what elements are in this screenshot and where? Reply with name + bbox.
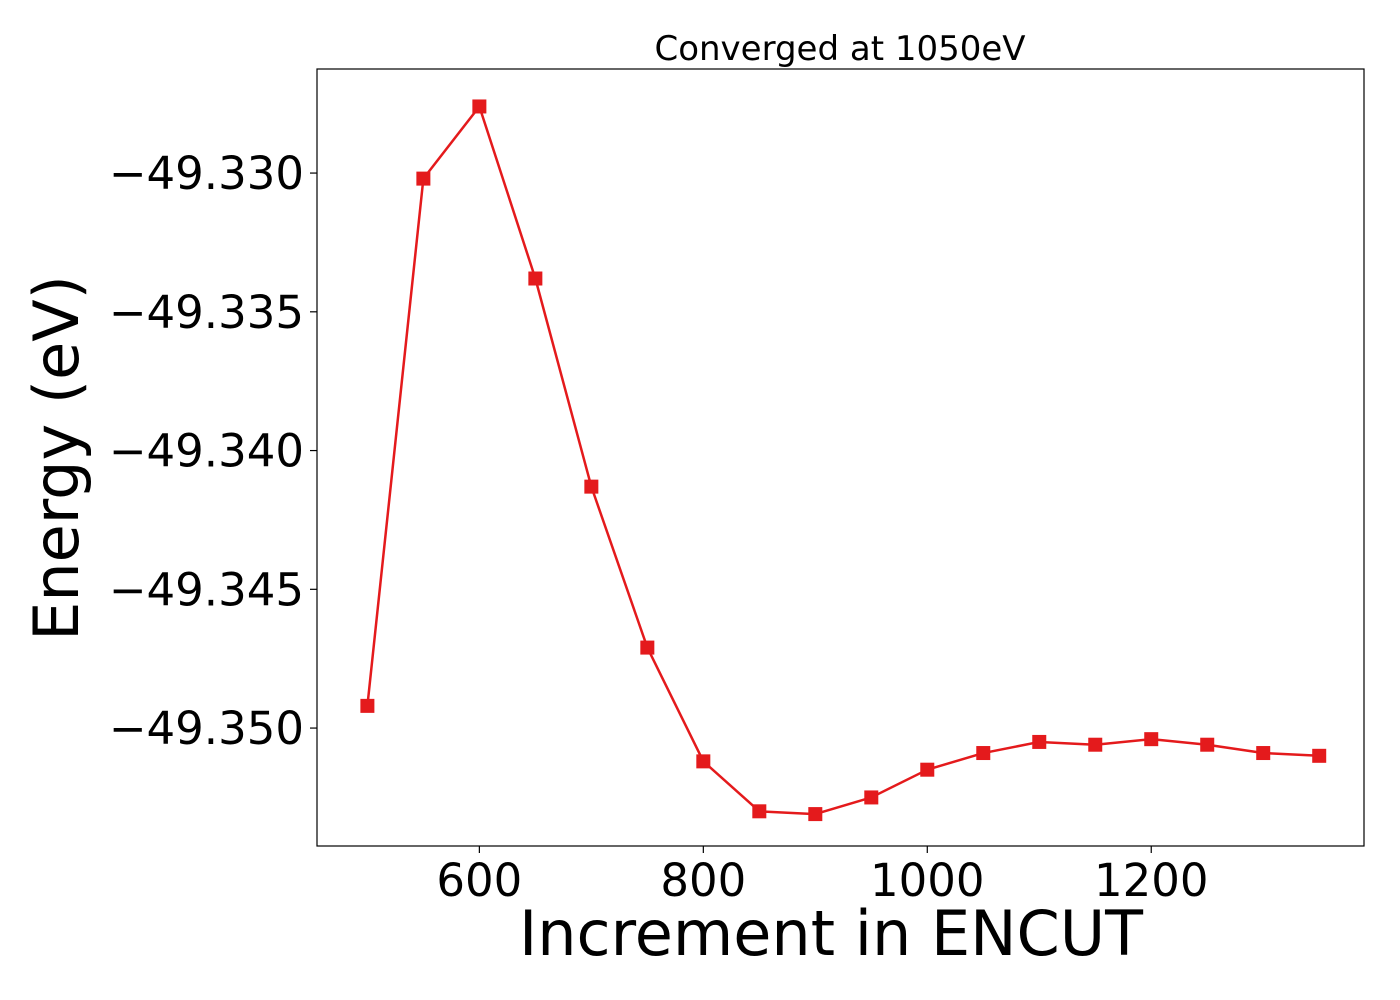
data-point-marker	[640, 640, 655, 655]
x-tick-label: 1000	[870, 854, 985, 907]
y-tick-label: −49.330	[109, 147, 304, 200]
y-tick-label: −49.345	[109, 563, 304, 616]
y-tick-label: −49.335	[109, 286, 304, 339]
x-tick-label: 800	[660, 854, 746, 907]
data-point-marker	[1088, 737, 1103, 752]
data-point-marker	[528, 271, 543, 286]
data-point-marker	[1200, 737, 1215, 752]
y-tick-label: −49.340	[109, 425, 304, 478]
data-point-marker	[1256, 746, 1271, 761]
data-point-marker	[416, 171, 431, 186]
data-point-marker	[808, 807, 823, 822]
plot-area-frame	[316, 68, 1365, 847]
x-axis-title: Increment in ENCUT	[519, 897, 1144, 970]
data-point-marker	[584, 479, 599, 494]
x-tick-label: 600	[436, 854, 522, 907]
x-axis-ticks: 600 800 1000 1200	[436, 846, 1209, 907]
data-point-marker	[1144, 732, 1159, 747]
data-point-marker	[360, 698, 375, 713]
data-point-marker	[864, 790, 879, 805]
data-point-marker	[696, 754, 711, 769]
y-axis-ticks: −49.330 −49.335 −49.340 −49.345 −49.350	[109, 147, 317, 755]
chart-title: Converged at 1050eV	[654, 29, 1025, 69]
data-point-marker	[752, 804, 767, 819]
x-tick-label: 1200	[1094, 854, 1209, 907]
y-tick-label: −49.350	[109, 702, 304, 755]
y-axis-title: Energy (eV)	[20, 275, 93, 641]
data-point-marker	[1312, 748, 1327, 763]
data-point-marker	[1032, 734, 1047, 749]
series-line	[366, 105, 1320, 816]
data-point-marker	[472, 99, 487, 114]
data-point-marker	[920, 762, 935, 777]
data-point-marker	[976, 746, 991, 761]
series-layer	[360, 99, 1327, 822]
